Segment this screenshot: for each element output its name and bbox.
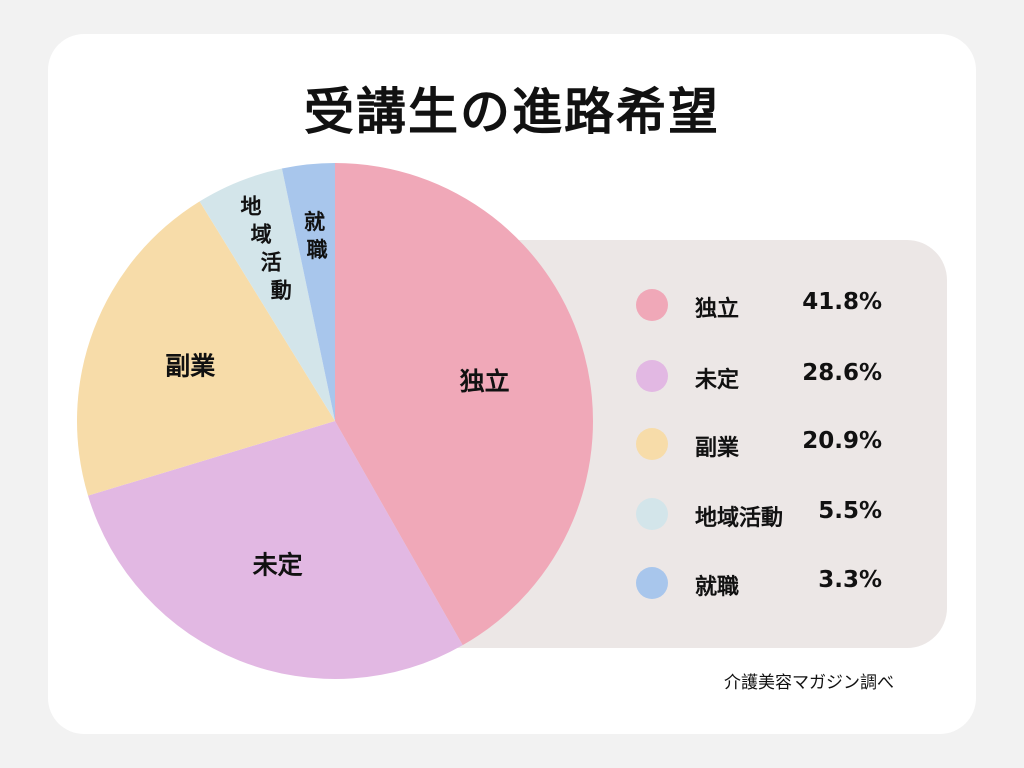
legend-label: 未定 bbox=[695, 368, 740, 393]
legend-value: 28.6% bbox=[802, 360, 882, 386]
pie-slice-fukugyo bbox=[77, 201, 336, 496]
legend-label: 地域活動 bbox=[695, 506, 784, 531]
legend-item-dokuritsu: 独立 41.8% bbox=[0, 285, 1024, 325]
svg-text:動: 動 bbox=[271, 278, 292, 302]
legend-label: 独立 bbox=[695, 297, 740, 322]
legend-swatch bbox=[636, 498, 668, 530]
slice-label-chiiki-katsudo: 地域活動 bbox=[241, 194, 292, 302]
pie-slice-mitei bbox=[88, 421, 463, 679]
legend-item-shushoku: 就職 3.3% bbox=[0, 563, 1024, 603]
svg-text:職: 職 bbox=[307, 238, 328, 262]
legend-swatch bbox=[636, 289, 668, 321]
slice-label-mitei: 未定 bbox=[253, 550, 303, 579]
pie-slice-chiiki-katsudo bbox=[199, 168, 335, 421]
slice-label-fukugyo: 副業 bbox=[165, 352, 215, 381]
svg-text:活: 活 bbox=[261, 250, 282, 274]
svg-text:就: 就 bbox=[304, 210, 325, 234]
source-note: 介護美容マガジン調べ bbox=[724, 673, 894, 693]
svg-text:域: 域 bbox=[251, 222, 272, 246]
legend-label: 就職 bbox=[695, 575, 740, 600]
legend-swatch bbox=[636, 360, 668, 392]
legend-item-fukugyo: 副業 20.9% bbox=[0, 424, 1024, 464]
legend-item-chiiki-katsudo: 地域活動 5.5% bbox=[0, 494, 1024, 534]
svg-text:地: 地 bbox=[241, 194, 262, 218]
legend-swatch bbox=[636, 428, 668, 460]
legend-item-mitei: 未定 28.6% bbox=[0, 356, 1024, 396]
legend-label: 副業 bbox=[695, 436, 740, 461]
pie-slice-dokuritsu bbox=[335, 163, 593, 646]
chart-title: 受講生の進路希望 bbox=[304, 83, 720, 141]
legend-value: 3.3% bbox=[818, 567, 882, 593]
slice-label-shushoku: 就職 bbox=[304, 210, 328, 262]
legend-value: 5.5% bbox=[818, 498, 882, 524]
slice-label-dokuritsu: 独立 bbox=[460, 367, 510, 396]
legend-swatch bbox=[636, 567, 668, 599]
legend-value: 20.9% bbox=[802, 428, 882, 454]
legend-value: 41.8% bbox=[802, 289, 882, 315]
pie-slice-shushoku bbox=[281, 163, 335, 421]
